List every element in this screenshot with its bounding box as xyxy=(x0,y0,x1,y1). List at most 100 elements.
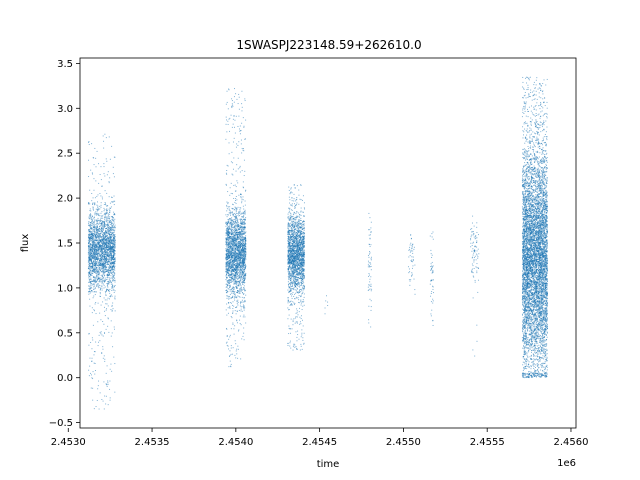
data-point xyxy=(225,290,227,292)
data-point xyxy=(93,288,95,290)
data-point xyxy=(232,262,234,264)
data-point xyxy=(226,208,228,210)
data-point xyxy=(242,287,244,289)
data-point xyxy=(227,123,229,125)
data-point xyxy=(233,239,235,241)
data-point xyxy=(111,305,113,307)
data-point xyxy=(108,290,110,292)
data-point xyxy=(238,211,240,213)
data-point xyxy=(235,265,237,267)
data-point xyxy=(244,307,246,309)
data-point xyxy=(94,250,96,252)
data-point xyxy=(95,239,97,241)
data-point xyxy=(105,240,107,242)
data-point xyxy=(230,233,232,235)
data-point xyxy=(88,275,90,277)
data-point xyxy=(244,170,246,172)
data-point xyxy=(106,252,108,254)
data-point xyxy=(92,283,94,285)
data-point xyxy=(241,90,243,92)
data-point xyxy=(95,230,97,232)
data-point xyxy=(96,225,98,227)
data-point xyxy=(103,213,105,215)
data-point xyxy=(245,231,247,233)
data-point xyxy=(89,233,91,235)
data-point xyxy=(98,238,100,240)
data-point xyxy=(229,276,231,278)
data-point xyxy=(230,250,232,252)
data-point xyxy=(109,269,111,271)
data-point xyxy=(103,264,105,266)
data-point xyxy=(231,241,233,243)
data-point xyxy=(92,245,94,247)
data-point xyxy=(241,257,243,259)
data-point xyxy=(94,147,96,149)
data-point xyxy=(233,197,235,199)
data-point xyxy=(101,231,103,233)
data-point xyxy=(229,350,231,352)
data-point xyxy=(242,148,244,150)
data-point xyxy=(229,269,231,271)
data-point xyxy=(91,267,93,269)
data-point xyxy=(97,223,99,225)
data-point xyxy=(112,217,114,218)
data-point xyxy=(231,270,233,272)
data-point xyxy=(114,156,116,158)
data-point xyxy=(225,221,227,223)
data-point xyxy=(243,211,245,213)
data-point xyxy=(230,246,232,248)
data-point xyxy=(226,204,228,206)
data-point xyxy=(233,244,235,246)
data-point xyxy=(114,265,116,267)
data-point xyxy=(94,268,96,270)
data-point xyxy=(243,250,245,252)
data-point xyxy=(91,240,93,242)
data-point xyxy=(229,285,231,287)
data-point xyxy=(236,228,237,230)
data-point xyxy=(232,168,234,170)
data-point xyxy=(235,239,237,241)
data-point xyxy=(238,115,240,117)
data-point xyxy=(101,263,103,265)
data-point xyxy=(226,273,228,275)
data-point xyxy=(106,235,108,237)
data-point xyxy=(238,309,240,311)
data-point xyxy=(244,138,246,140)
data-point xyxy=(102,357,104,359)
data-point xyxy=(90,387,92,389)
data-point xyxy=(102,221,104,223)
data-point xyxy=(110,260,112,262)
data-point xyxy=(236,264,238,266)
data-point xyxy=(236,348,238,350)
data-point xyxy=(236,301,238,303)
data-point xyxy=(244,270,246,272)
data-point xyxy=(113,251,115,253)
data-point xyxy=(238,258,240,260)
data-point xyxy=(98,229,100,231)
data-point xyxy=(90,262,92,264)
data-point xyxy=(94,219,96,221)
data-point xyxy=(97,250,99,252)
data-point xyxy=(229,228,231,230)
data-point xyxy=(244,222,246,224)
data-point xyxy=(96,252,98,254)
data-point xyxy=(238,250,240,252)
data-point xyxy=(236,239,238,241)
data-point xyxy=(106,210,108,212)
data-point xyxy=(109,223,111,225)
data-point xyxy=(93,227,95,229)
data-point xyxy=(235,146,237,148)
data-point xyxy=(100,233,102,235)
data-point xyxy=(108,182,110,184)
data-point xyxy=(245,252,247,254)
data-point xyxy=(235,274,237,276)
data-point xyxy=(228,212,230,214)
data-point xyxy=(228,245,230,247)
data-point xyxy=(108,216,110,218)
data-point xyxy=(95,276,97,278)
data-point xyxy=(94,243,96,245)
data-point xyxy=(100,270,102,272)
data-point xyxy=(227,253,229,255)
data-point xyxy=(111,216,113,218)
data-point xyxy=(109,228,111,230)
